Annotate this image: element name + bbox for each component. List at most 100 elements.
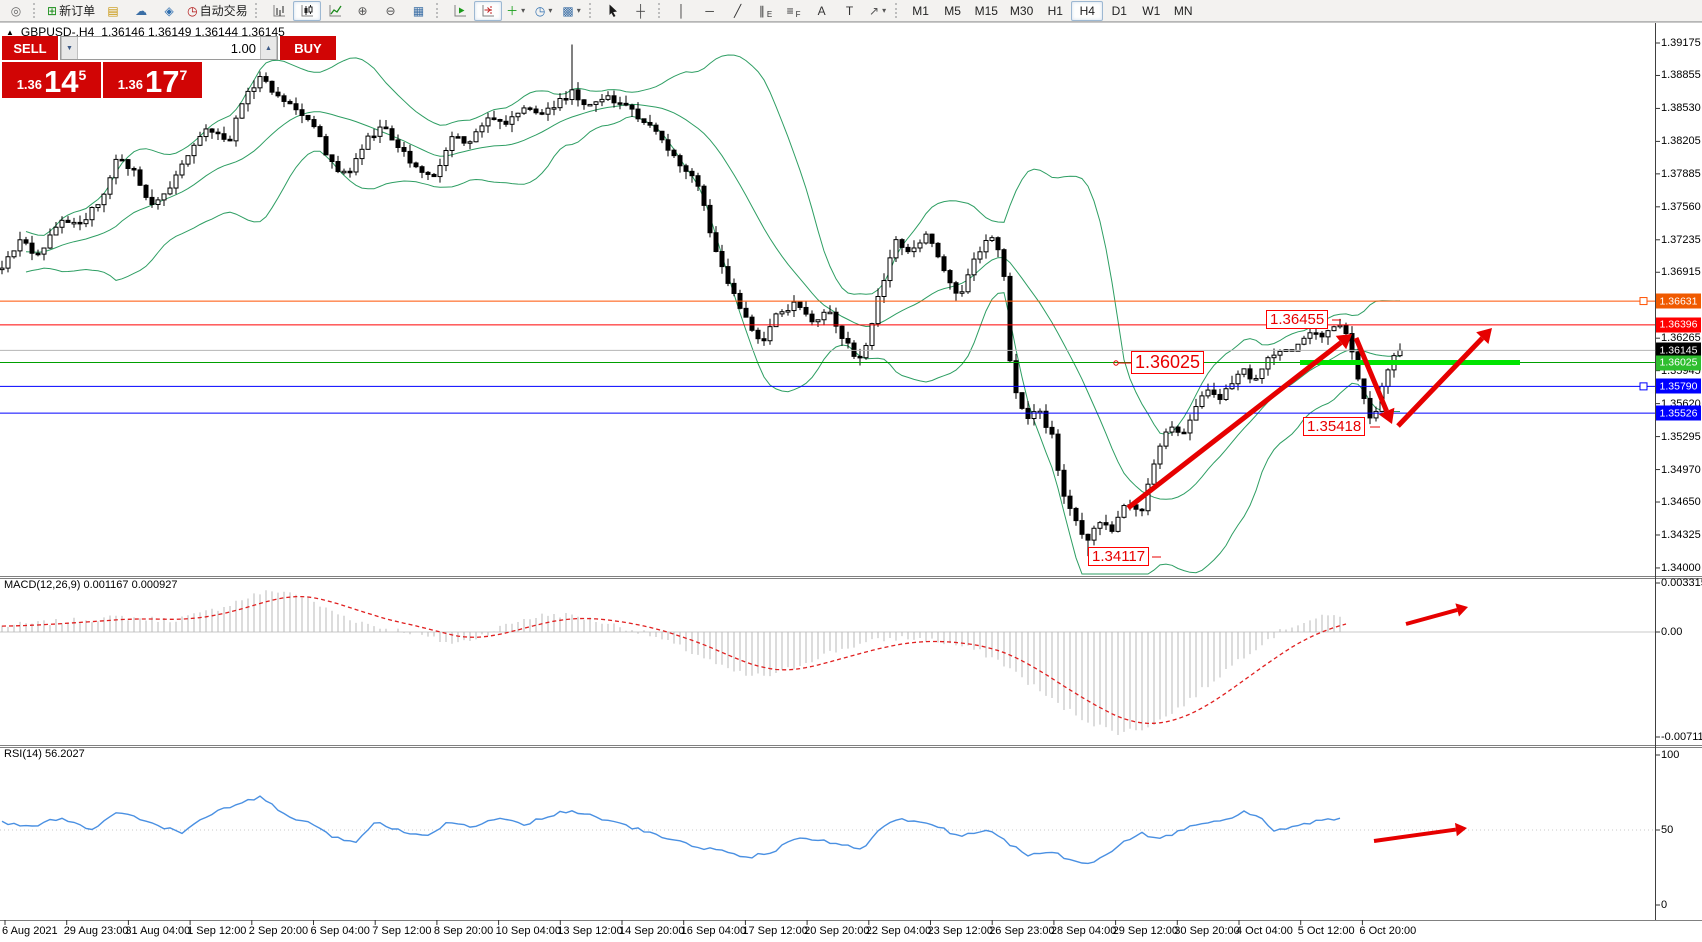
crosshair-button[interactable]: ┼ (627, 1, 655, 21)
periods-dropdown-icon[interactable]: ▾ (548, 6, 553, 15)
rsi-axis-label: 50 (1661, 824, 1674, 836)
buy-price-pips: 17 (145, 64, 180, 99)
macd-indicator-label: MACD(12,26,9) 0.001167 0.000927 (4, 579, 178, 591)
signals-icon: ◈ (164, 3, 174, 18)
timeframe-w1-button[interactable]: W1 (1135, 1, 1167, 21)
timeframe-h1-button[interactable]: H1 (1039, 1, 1071, 21)
auto-trading-button[interactable]: ◷ 自动交易 (183, 1, 252, 21)
new-order-icon: ⊞ (47, 3, 58, 18)
time-axis-label: 28 Sep 04:00 (1050, 925, 1117, 937)
timeframe-h1-label: H1 (1047, 3, 1063, 18)
text-button[interactable]: A (808, 1, 836, 21)
toolbar-separator (254, 3, 261, 18)
collapse-panel-icon[interactable]: ▲ (6, 27, 14, 37)
trend-arrow-up-1[interactable] (1126, 334, 1352, 510)
volume-input[interactable] (78, 37, 260, 59)
time-axis-label: 22 Sep 04:00 (865, 925, 932, 937)
cursor-button[interactable] (599, 1, 627, 21)
macd-histogram (1, 590, 1341, 735)
arrows-tool-dropdown-icon[interactable]: ▾ (882, 6, 887, 15)
time-axis-label: 30 Sep 20:00 (1174, 925, 1240, 937)
trend-arrow-up-2[interactable] (1396, 328, 1492, 428)
timeframe-h4-button[interactable]: H4 (1071, 0, 1104, 21)
symbol-period-label: GBPUSD-,H4 (20, 25, 95, 39)
price-annotation[interactable]: 1.34117 (1088, 547, 1150, 567)
signals-button[interactable]: ◈ (155, 1, 183, 21)
support-line-blue-1[interactable] (0, 382, 1655, 391)
time-axis-label: 23 Sep 12:00 (927, 925, 993, 937)
text-label-button[interactable]: T (836, 1, 864, 21)
zoom-out-button[interactable]: ⊖ (377, 1, 405, 21)
volume-decrease-button[interactable]: ▼ (61, 37, 78, 59)
sell-price-point: 5 (78, 67, 87, 83)
support-line-blue-1-handle (1639, 382, 1648, 391)
text-icon: A (817, 3, 826, 18)
tile-windows-button[interactable]: ▦ (405, 1, 433, 21)
history-center-button[interactable]: ▤ (99, 1, 127, 21)
toolbar-separator (657, 3, 664, 18)
trend-arrow-down[interactable] (1353, 337, 1395, 424)
arrows-tool-button[interactable]: ↗ ▾ (864, 1, 892, 21)
resistance-line-price-label: 1.36396 (1656, 317, 1701, 333)
buy-button[interactable]: BUY (280, 36, 336, 60)
periods-button[interactable]: ◷ ▾ (530, 1, 558, 21)
timeframe-d1-button[interactable]: D1 (1103, 1, 1135, 21)
support-line-blue-1-price-label: 1.35790 (1656, 378, 1701, 394)
timeframe-h4-label: H4 (1079, 3, 1095, 18)
fibonacci-sub-label: F (795, 9, 801, 19)
market-watch-icon: ☁ (135, 3, 148, 18)
timeframe-m15-label: M15 (974, 3, 998, 18)
resistance-line-upper-handle (1639, 297, 1648, 306)
timeframe-m5-button[interactable]: M5 (937, 1, 969, 21)
zoom-in-button[interactable]: ⊕ (349, 1, 377, 21)
templates-dropdown-icon[interactable]: ▾ (576, 6, 581, 15)
chart-candles-button[interactable] (292, 0, 321, 21)
volume-stepper: ▼ ▲ (60, 36, 278, 60)
sell-button[interactable]: SELL (2, 36, 58, 60)
chart-bars-button[interactable] (265, 1, 293, 21)
timeframe-mn-button[interactable]: MN (1167, 1, 1199, 21)
current-price-line-price-label: 1.36145 (1656, 342, 1701, 358)
vertical-line-button[interactable]: │ (668, 1, 696, 21)
price-axis-label: 1.37560 (1661, 200, 1701, 213)
horizontal-line-button[interactable]: ─ (696, 1, 724, 21)
time-axis-label: 10 Sep 04:00 (495, 925, 562, 937)
sell-price-display[interactable]: 1.36 14 5 (2, 62, 101, 98)
time-axis-label: 31 Aug 04:00 (125, 925, 191, 937)
periods-icon: ◷ (534, 3, 546, 18)
templates-button[interactable]: ▩ ▾ (558, 1, 586, 21)
resistance-line-upper[interactable] (0, 297, 1655, 306)
history-center-icon: ▤ (107, 3, 119, 18)
indicators-button[interactable]: ＋ ▾ (502, 1, 530, 21)
price-annotation[interactable]: 1.36025 (1131, 351, 1205, 374)
trend-line-button[interactable]: ╱ (724, 1, 752, 21)
price-annotation[interactable]: 1.35418 (1303, 417, 1366, 437)
time-axis-label: 6 Aug 2021 (2, 925, 58, 937)
equidistant-channel-button[interactable]: ∥ E (752, 1, 780, 21)
auto-scroll-button[interactable] (446, 1, 474, 21)
indicators-dropdown-icon[interactable]: ▾ (521, 6, 526, 15)
rsi-arrow[interactable] (1373, 822, 1467, 843)
timeframe-m15-button[interactable]: M15 (969, 1, 1004, 21)
macd-arrow[interactable] (1405, 603, 1468, 626)
price-annotation[interactable]: 1.36455 (1266, 310, 1329, 330)
market-watch-button[interactable]: ☁ (127, 1, 155, 21)
new-order-button[interactable]: ⊞ 新订单 (43, 1, 99, 21)
volume-increase-button[interactable]: ▲ (260, 37, 277, 59)
chart-shift-button[interactable] (473, 0, 502, 21)
timeframe-d1-label: D1 (1111, 3, 1127, 18)
equidistant-channel-icon: ∥ (758, 3, 765, 18)
timeframe-m30-button[interactable]: M30 (1004, 1, 1039, 21)
zoom-preview-button[interactable]: ◎ (2, 1, 30, 21)
timeframe-m1-button[interactable]: M1 (905, 1, 937, 21)
vertical-line-icon: │ (677, 3, 686, 18)
fibonacci-button[interactable]: ≡ F (780, 1, 808, 21)
chart-line-button[interactable] (321, 1, 349, 21)
buy-price-point: 7 (179, 67, 188, 83)
rsi-line (1, 795, 1341, 865)
auto-trading-label: 自动交易 (199, 4, 248, 18)
zoom-in-icon: ⊕ (357, 3, 368, 18)
buy-price-display[interactable]: 1.36 17 7 (103, 62, 202, 98)
zoom-preview-icon: ◎ (10, 3, 22, 18)
time-axis-label: 16 Sep 04:00 (680, 925, 747, 937)
